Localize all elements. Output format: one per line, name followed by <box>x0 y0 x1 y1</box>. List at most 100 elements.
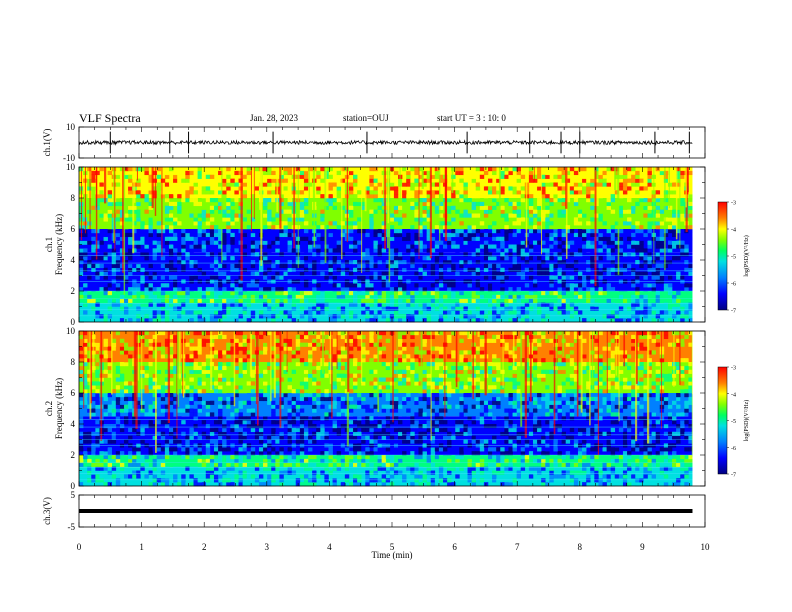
spectrogram-cell <box>659 271 665 276</box>
spectrogram-cell <box>426 248 432 253</box>
spectrogram-cell <box>618 182 624 187</box>
spectrogram-cell <box>111 455 117 460</box>
spectrogram-cell <box>193 466 198 471</box>
spectrogram-cell <box>312 260 317 265</box>
spectrogram-cell <box>672 232 677 238</box>
spectrogram-cell <box>299 252 305 257</box>
spectrogram-cell <box>512 182 517 187</box>
spectrogram-cell <box>487 229 493 234</box>
spectrogram-cell <box>398 256 403 261</box>
spectrogram-cell <box>667 186 673 191</box>
spectrogram-cell <box>532 451 538 456</box>
spectrogram-cell <box>635 458 640 464</box>
spectrogram-cell <box>463 427 468 433</box>
spectrogram-cell <box>205 198 211 203</box>
spectrogram-cell <box>434 240 440 245</box>
spectrogram-cell <box>602 205 607 210</box>
spectrogram-cell <box>373 275 378 280</box>
spectrogram-cell <box>324 217 329 222</box>
spectrogram-cell <box>426 424 432 429</box>
spectrogram-cell <box>209 267 215 272</box>
spectrogram-cell <box>614 260 620 265</box>
spectrogram-cell <box>500 205 505 210</box>
spectrogram-cell <box>189 466 194 471</box>
spectrogram-cell <box>487 283 493 288</box>
spectrogram-cell <box>594 302 599 307</box>
spectrogram-cell <box>516 462 522 467</box>
spectrogram-cell <box>676 256 681 261</box>
spectrogram-cell <box>144 198 149 203</box>
spectrogram-cell <box>422 236 427 241</box>
spectrogram-cell <box>676 174 681 179</box>
spectrogram-cell <box>173 466 178 471</box>
spectrogram-cell <box>680 416 685 421</box>
spectrogram-cell <box>508 427 513 433</box>
spectrogram-cell <box>156 194 162 199</box>
spectrogram-cell <box>263 314 268 319</box>
spectrogram-cell <box>402 213 407 218</box>
spectrogram-cell <box>455 275 460 280</box>
spectrogram-cell <box>340 416 346 421</box>
spectrogram-cell <box>271 174 276 179</box>
spectrogram-cell <box>659 209 665 214</box>
spectrogram-cell <box>541 451 546 456</box>
spectrogram-cell <box>287 186 292 191</box>
spectrogram-cell <box>680 248 685 253</box>
spectrogram-cell <box>627 451 632 456</box>
spectrogram-cell <box>353 178 358 183</box>
spectrogram-cell <box>676 455 681 460</box>
spectrogram-cell <box>299 458 305 464</box>
spectrogram-cell <box>140 455 145 460</box>
spectrogram-cell <box>234 318 239 323</box>
spectrogram-cell <box>369 221 374 226</box>
spectrogram-cell <box>557 318 562 323</box>
spectrogram-cell <box>672 209 677 214</box>
spectrogram-cell <box>316 310 321 315</box>
spectrogram-cell <box>173 275 178 280</box>
spectrogram-cell <box>177 275 182 280</box>
spectrogram-cell <box>643 186 648 191</box>
spectrogram-cell <box>549 213 554 218</box>
spectrogram-cell <box>164 283 170 288</box>
spectrogram-cell <box>577 458 583 464</box>
spectrogram-cell <box>177 287 182 292</box>
spectrogram-cell <box>471 478 477 483</box>
spectrogram-cell <box>598 236 603 241</box>
spectrogram-cell <box>115 260 121 265</box>
spectrogram-cell <box>185 482 190 487</box>
spectrogram-cell <box>471 232 477 238</box>
spectrogram-cell <box>168 474 174 479</box>
spectrogram-cell <box>557 298 562 303</box>
spectrogram-cell <box>402 205 407 210</box>
spectrogram-cell <box>79 287 84 292</box>
spectrogram-cell <box>168 201 174 207</box>
spectrogram-cell <box>475 291 481 296</box>
spectrogram-cell <box>528 229 534 234</box>
spectrogram-cell <box>299 470 305 475</box>
spectrogram-cell <box>426 302 432 307</box>
spectrogram-cell <box>287 267 292 272</box>
spectrogram-cell <box>647 182 652 187</box>
spectrogram-cell <box>279 306 284 311</box>
spectrogram-cell <box>164 213 170 218</box>
spectrogram-cell <box>230 283 235 288</box>
spectrogram-cell <box>357 221 362 226</box>
spectrogram-cell <box>185 424 190 429</box>
spectrogram-cell <box>258 474 264 479</box>
spectrogram-cell <box>614 318 620 323</box>
spectrogram-cell <box>381 458 387 464</box>
spectrogram-cell <box>410 424 415 429</box>
spectrogram-cell <box>197 221 202 226</box>
spectrogram-cell <box>667 458 673 464</box>
spectrogram-cell <box>635 275 640 280</box>
spectrogram-cell <box>471 236 477 241</box>
spectrogram-cell <box>79 256 84 261</box>
spectrogram-cell <box>242 451 247 456</box>
spectrogram-cell <box>140 294 145 300</box>
spectrogram-cell <box>328 186 333 191</box>
spectrogram-cell <box>639 298 644 303</box>
spectrogram-cell <box>426 178 432 183</box>
spectrogram-cell <box>520 248 526 253</box>
spectrogram-cell <box>594 416 599 421</box>
spectrogram-cell <box>393 267 399 272</box>
